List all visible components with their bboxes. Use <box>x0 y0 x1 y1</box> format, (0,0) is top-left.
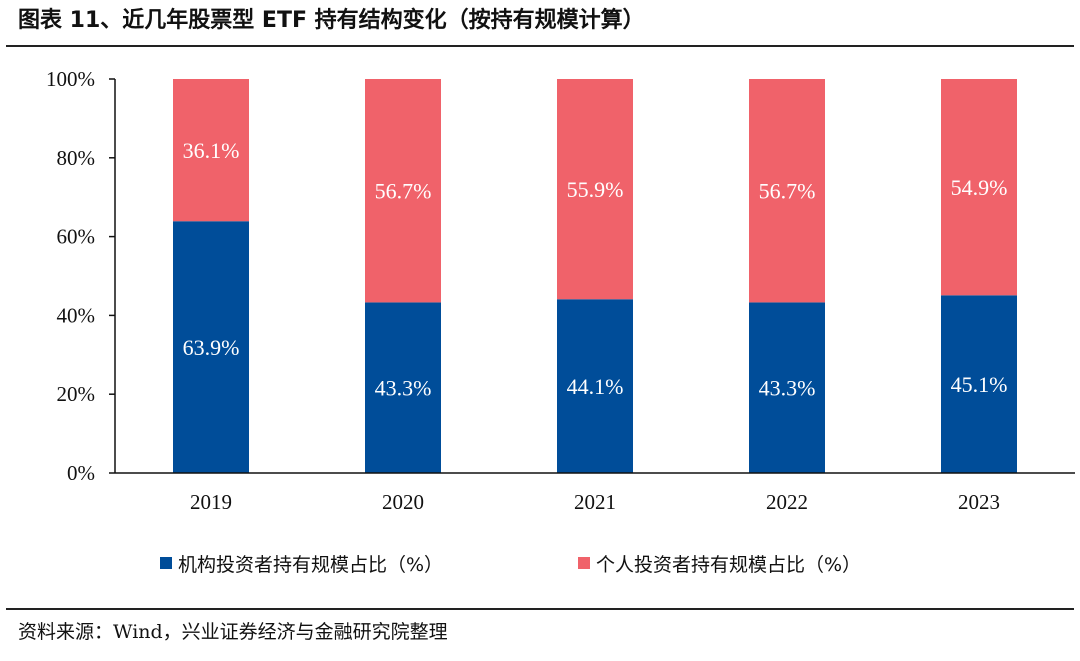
bar-value-label: 63.9% <box>183 335 240 360</box>
bar-value-label: 56.7% <box>759 179 816 204</box>
bar-value-label: 44.1% <box>567 374 624 399</box>
y-tick-label: 40% <box>57 303 96 327</box>
bar-individual-2022 <box>749 79 825 303</box>
chart-title: 图表 11、近几年股票型 ETF 持有结构变化（按持有规模计算） <box>18 8 645 33</box>
bar-individual-2021 <box>557 79 633 300</box>
legend-swatch <box>160 557 172 569</box>
x-tick-label: 2019 <box>190 490 232 514</box>
y-tick-label: 100% <box>46 67 95 91</box>
bar-institutional-2020 <box>365 302 441 473</box>
x-tick-label: 2020 <box>382 490 424 514</box>
x-tick-label: 2021 <box>574 490 616 514</box>
bar-institutional-2021 <box>557 299 633 473</box>
bar-individual-2023 <box>941 79 1017 296</box>
legend-label: 机构投资者持有规模占比（%） <box>178 554 443 576</box>
top-rule <box>6 45 1074 47</box>
bar-value-label: 43.3% <box>759 376 816 401</box>
y-tick-label: 20% <box>57 382 96 406</box>
x-tick-label: 2023 <box>958 490 1000 514</box>
legend-label: 个人投资者持有规模占比（%） <box>596 554 861 576</box>
bar-value-label: 54.9% <box>951 175 1008 200</box>
bar-institutional-2022 <box>749 302 825 473</box>
legend-swatch <box>578 557 590 569</box>
y-tick-label: 0% <box>67 461 95 485</box>
bottom-rule <box>6 608 1074 610</box>
bar-individual-2019 <box>173 79 249 222</box>
bar-individual-2020 <box>365 79 441 303</box>
y-tick-label: 80% <box>57 146 96 170</box>
bar-institutional-2023 <box>941 295 1017 473</box>
x-tick-label: 2022 <box>766 490 808 514</box>
bar-value-label: 45.1% <box>951 372 1008 397</box>
bar-value-label: 55.9% <box>567 177 624 202</box>
source-note: 资料来源：Wind，兴业证券经济与金融研究院整理 <box>18 621 448 643</box>
bar-value-label: 56.7% <box>375 179 432 204</box>
bar-value-label: 43.3% <box>375 376 432 401</box>
bar-institutional-2019 <box>173 221 249 473</box>
stacked-bar-chart: 0% 20% 40% 60% 80% 100% 63.9% 36.1% 2019 43.3% 56.… <box>46 67 1075 576</box>
y-tick-label: 60% <box>57 225 96 249</box>
bar-value-label: 36.1% <box>183 138 240 163</box>
